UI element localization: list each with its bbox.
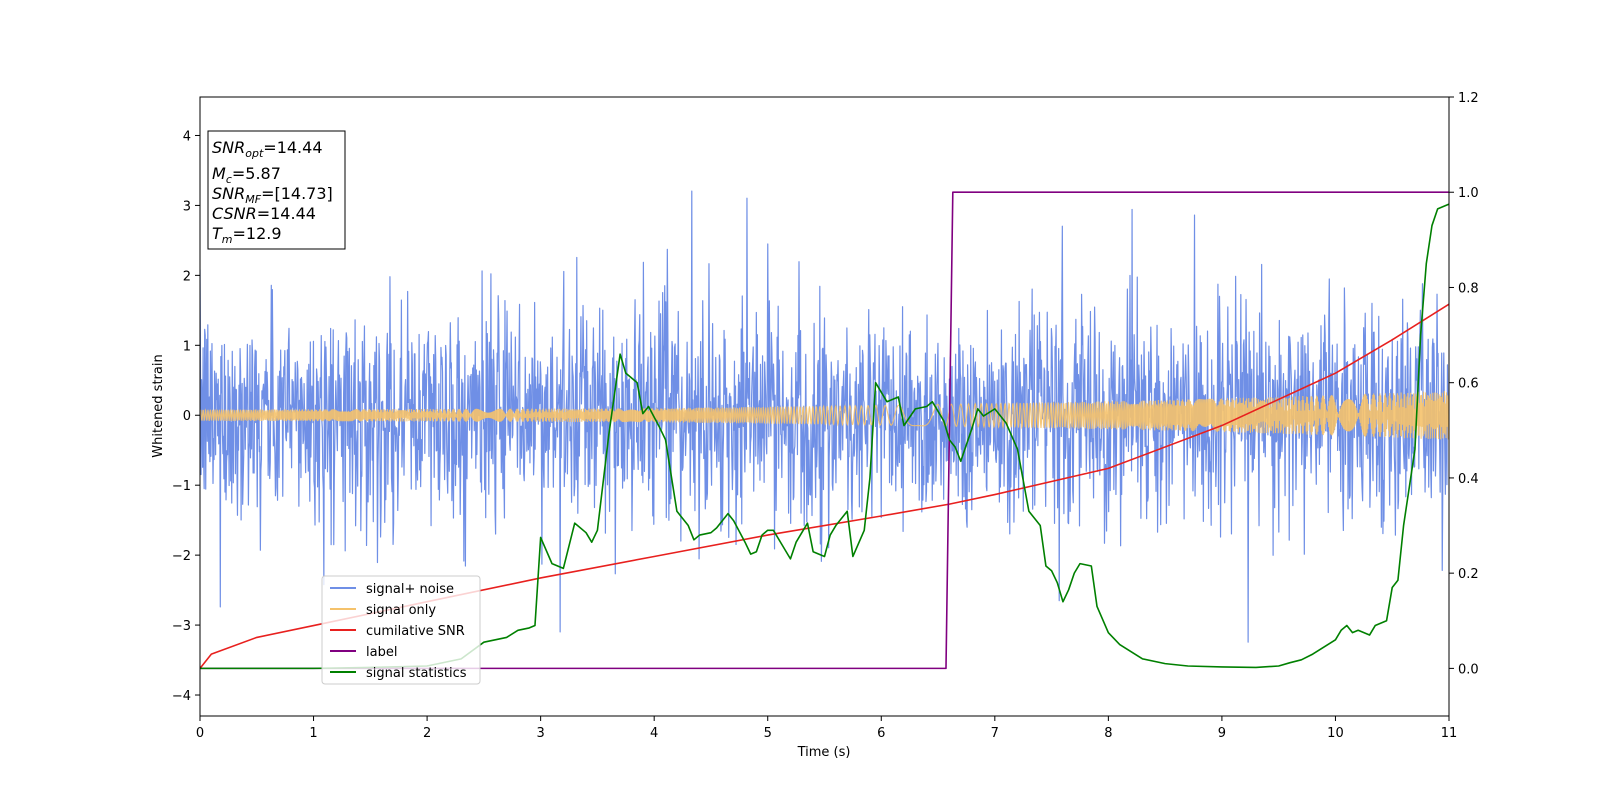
info-snr-mf: SNRMF=[14.73]: [212, 184, 333, 206]
info-csnr: CSNR=14.44: [212, 204, 316, 223]
legend-label: signal only: [366, 603, 436, 618]
y2-tick-label: 0.2: [1458, 567, 1479, 582]
info-box: SNRopt=14.44 Mc=5.87 SNRMF=[14.73] CSNR=…: [207, 130, 346, 250]
series-label: [200, 191, 1449, 670]
legend-label: cumilative SNR: [366, 624, 465, 639]
y-tick-label: −2: [172, 549, 191, 564]
x-tick-label: 11: [1441, 726, 1458, 741]
x-tick-label: 4: [650, 726, 658, 741]
info-tm: Tm=12.9: [212, 224, 282, 246]
series-layer: [200, 190, 1449, 670]
x-tick-label: 9: [1218, 726, 1226, 741]
x-axis-label: Time (s): [797, 745, 851, 760]
y2-tick-label: 0.6: [1458, 377, 1479, 392]
y2-tick-label: 0.0: [1458, 662, 1479, 677]
x-tick-label: 10: [1327, 726, 1344, 741]
y-tick-label: −1: [172, 479, 191, 494]
y-tick-label: −4: [172, 689, 191, 704]
x-tick-label: 3: [536, 726, 544, 741]
y-tick-label: 2: [183, 269, 191, 284]
y2-tick-label: 1.0: [1458, 186, 1479, 201]
x-axis-ticks: 0 1 2 3 4 5 6 7 8 9 10 11: [196, 716, 1457, 741]
series-cumilative-snr: [200, 303, 1449, 669]
y-tick-label: 1: [183, 339, 191, 354]
x-tick-label: 2: [423, 726, 431, 741]
y2-tick-label: 1.2: [1458, 91, 1479, 106]
y2-tick-label: 0.8: [1458, 281, 1479, 296]
x-tick-label: 6: [877, 726, 885, 741]
y-axis-label: Whitened strain: [151, 354, 166, 457]
plot-frame: [199, 96, 1450, 717]
series-signal-noise: [200, 190, 1449, 643]
x-tick-label: 7: [991, 726, 999, 741]
y-tick-label: 3: [183, 199, 191, 214]
y2-axis-ticks: 0.0 0.2 0.4 0.6 0.8 1.0 1.2: [1449, 91, 1479, 677]
legend-label: label: [366, 645, 397, 660]
legend-label: signal+ noise: [366, 582, 454, 597]
y-tick-label: 4: [183, 129, 191, 144]
series-signal-statistics: [200, 203, 1449, 670]
legend: signal+ noise signal only cumilative SNR la…: [321, 575, 481, 685]
x-tick-label: 5: [764, 726, 772, 741]
series-signal-only: [200, 390, 1449, 440]
x-tick-label: 8: [1104, 726, 1112, 741]
y-axis-ticks: −4 −3 −2 −1 0 1 2 3 4: [172, 129, 200, 704]
x-tick-label: 1: [309, 726, 317, 741]
legend-label: signal statistics: [366, 666, 467, 681]
x-tick-label: 0: [196, 726, 204, 741]
info-mc: Mc=5.87: [212, 164, 281, 186]
y-tick-label: −3: [172, 619, 191, 634]
y2-tick-label: 0.4: [1458, 472, 1479, 487]
y-tick-label: 0: [183, 409, 191, 424]
info-snr-opt: SNRopt=14.44: [212, 138, 323, 160]
